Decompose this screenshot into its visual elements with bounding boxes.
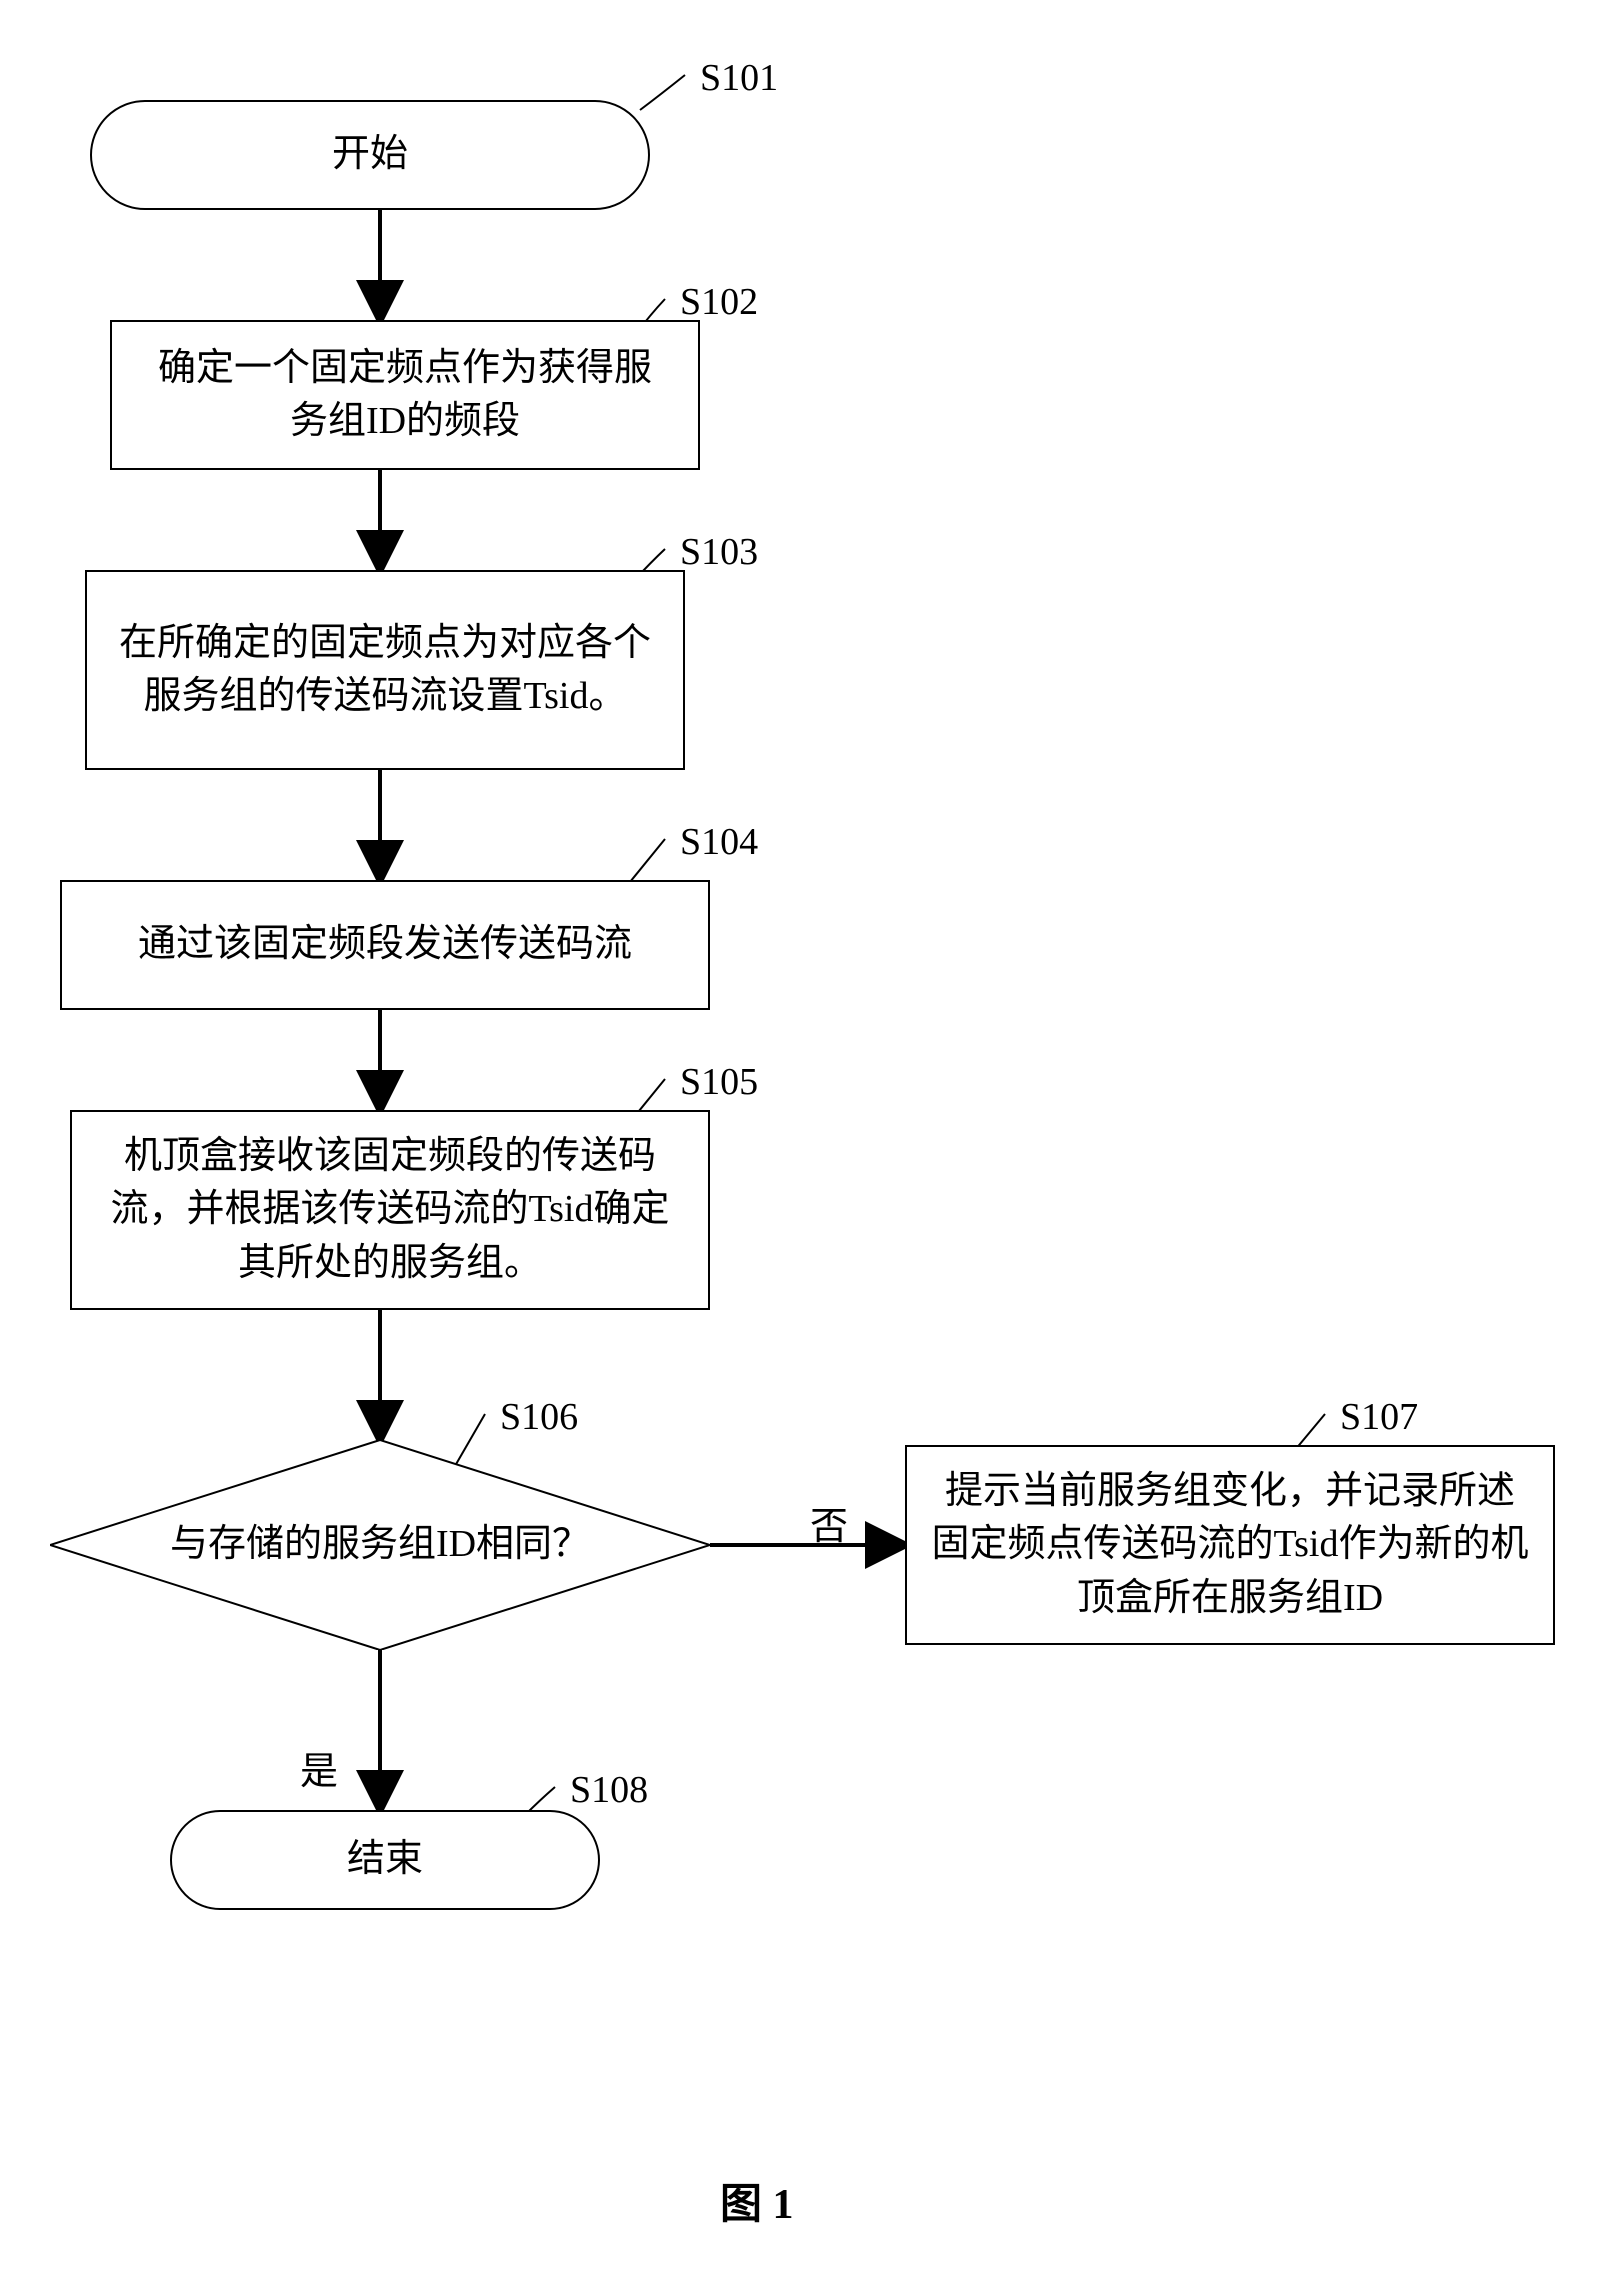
- label-s108: S108: [570, 1768, 648, 1812]
- edge-label-no: 否: [810, 1495, 848, 1550]
- start-terminator: 开始: [90, 100, 650, 210]
- s103-text: 在所确定的固定频点为对应各个服务组的传送码流设置Tsid。: [112, 617, 658, 723]
- label-s104: S104: [680, 820, 758, 864]
- label-s106: S106: [500, 1395, 578, 1439]
- figure-label: 图 1: [720, 2170, 794, 2231]
- s105-text: 机顶盒接收该固定频段的传送码流，并根据该传送码流的Tsid确定其所处的服务组。: [97, 1130, 683, 1290]
- decision-s106: 与存储的服务组ID相同？: [50, 1440, 710, 1650]
- process-s105: 机顶盒接收该固定频段的传送码流，并根据该传送码流的Tsid确定其所处的服务组。: [70, 1110, 710, 1310]
- edge-label-yes: 是: [300, 1740, 338, 1795]
- s102-text: 确定一个固定频点作为获得服务组ID的频段: [142, 342, 668, 448]
- end-terminator: 结束: [170, 1810, 600, 1910]
- process-s104: 通过该固定频段发送传送码流: [60, 880, 710, 1010]
- process-s103: 在所确定的固定频点为对应各个服务组的传送码流设置Tsid。: [85, 570, 685, 770]
- label-s105: S105: [680, 1060, 758, 1104]
- s106-text: 与存储的服务组ID相同？: [170, 1518, 590, 1571]
- s104-text: 通过该固定频段发送传送码流: [138, 918, 632, 971]
- end-text: 结束: [347, 1833, 423, 1886]
- process-s102: 确定一个固定频点作为获得服务组ID的频段: [110, 320, 700, 470]
- label-s102: S102: [680, 280, 758, 324]
- start-text: 开始: [332, 128, 408, 181]
- s107-text: 提示当前服务组变化，并记录所述固定频点传送码流的Tsid作为新的机顶盒所在服务组…: [929, 1465, 1531, 1625]
- label-s107: S107: [1340, 1395, 1418, 1439]
- process-s107: 提示当前服务组变化，并记录所述固定频点传送码流的Tsid作为新的机顶盒所在服务组…: [905, 1445, 1555, 1645]
- label-s103: S103: [680, 530, 758, 574]
- label-s101: S101: [700, 56, 778, 100]
